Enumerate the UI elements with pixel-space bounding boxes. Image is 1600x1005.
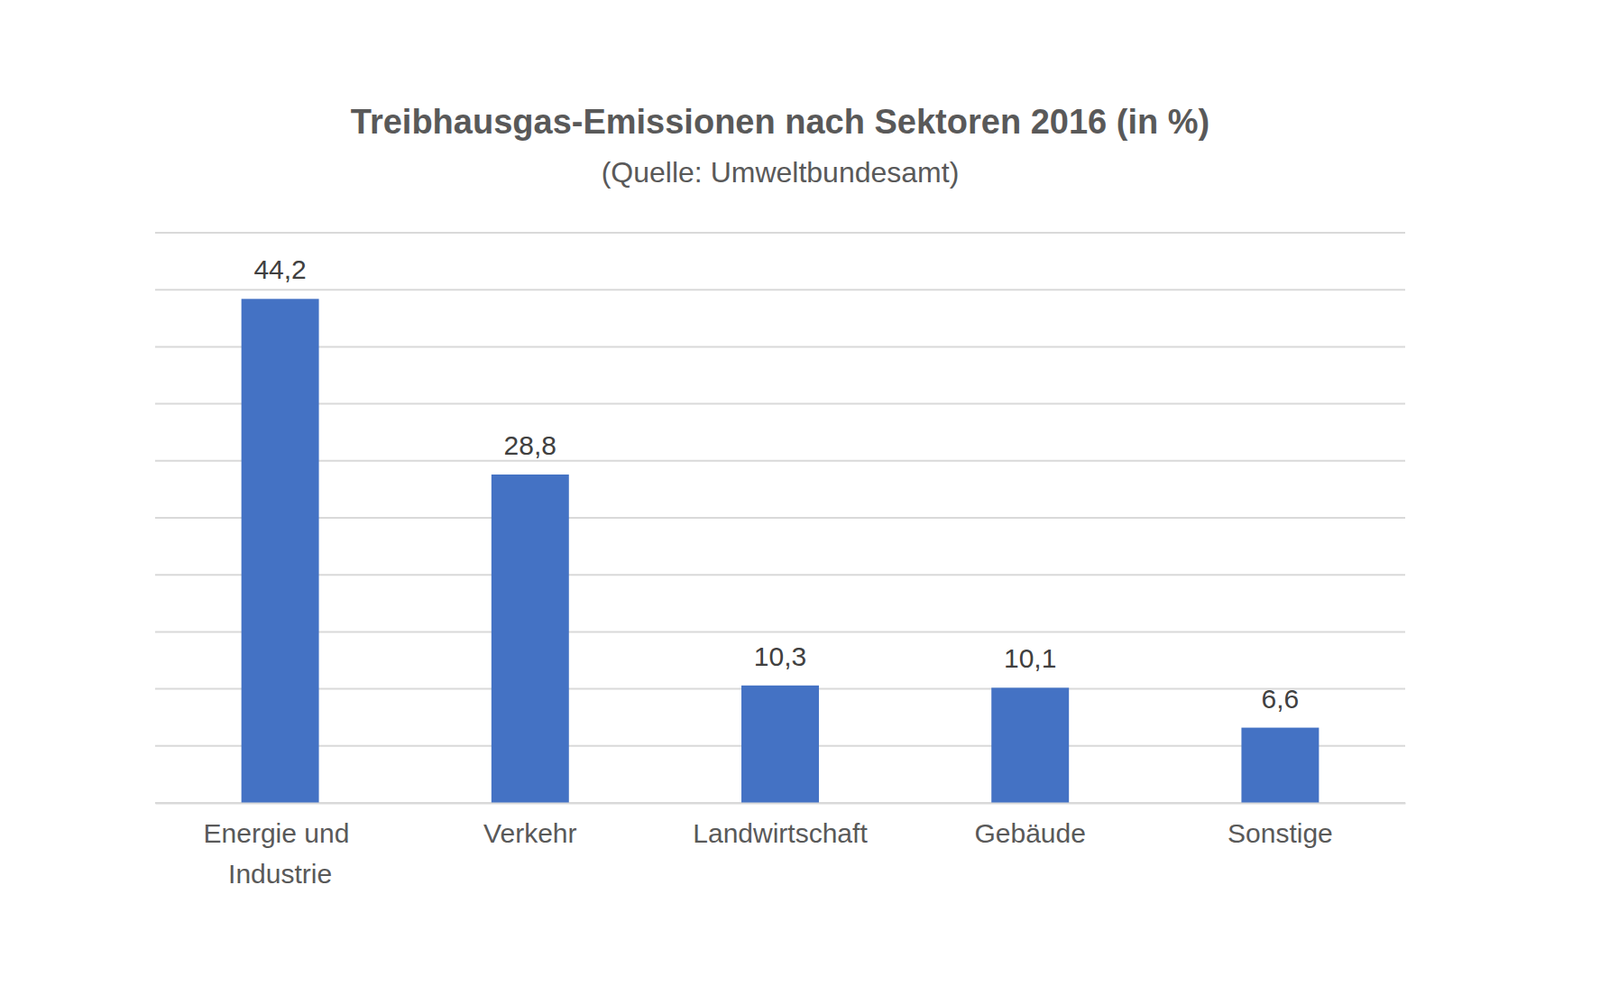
plot: Energie und Industrie Verkehr Landwirtscha… — [155, 232, 1407, 889]
x-tick: Landwirtschaft — [692, 802, 868, 848]
subtitle: (Quelle: Umweltbundesamt) — [601, 156, 960, 189]
bar — [241, 298, 320, 803]
x-tick-label-line: Verkehr — [483, 818, 577, 848]
bars — [241, 298, 1320, 803]
data-labels: 44,2 28,8 10,3 10,1 6,6 — [253, 254, 1299, 713]
title: Treibhausgas-Emissionen nach Sektoren 20… — [350, 102, 1210, 141]
grid-line — [155, 516, 1406, 519]
y-axis — [155, 233, 157, 804]
x-tick: Verkehr — [483, 802, 577, 848]
x-tick-label: Landwirtschaft — [692, 818, 868, 848]
x-tick-label: Sonstige — [1227, 818, 1334, 848]
bar — [991, 687, 1069, 803]
chart: Treibhausgas-Emissionen nach Sektoren 20… — [0, 0, 1600, 1005]
x-tick: Energie und Industrie — [203, 802, 358, 889]
x-axis-line — [156, 802, 1407, 805]
data-label: 44,2 — [253, 254, 306, 285]
y-axis-line — [155, 233, 157, 804]
x-tick: Sonstige — [1227, 802, 1334, 848]
x-tick-label: Energie und Industrie — [203, 818, 358, 889]
grid-line — [155, 345, 1406, 348]
grid-line — [155, 573, 1406, 576]
bar — [1241, 727, 1319, 803]
grid-line — [155, 231, 1406, 234]
x-tick: Gebäude — [974, 802, 1086, 848]
grid-line — [155, 403, 1406, 405]
x-tick-label-line: Energie und — [203, 818, 358, 848]
grid-line — [155, 459, 1406, 462]
data-label: 28,8 — [504, 430, 557, 460]
x-tick-label-line: Industrie — [228, 858, 332, 889]
background — [0, 0, 1600, 1005]
x-tick-label: Gebäude — [974, 818, 1086, 848]
x-tick-label-line: Sonstige — [1227, 818, 1334, 848]
data-label: 6,6 — [1261, 683, 1300, 714]
bar — [741, 685, 819, 803]
grid — [155, 232, 1406, 803]
bar — [491, 474, 570, 803]
x-tick-label-line: Landwirtschaft — [692, 818, 868, 848]
data-label: 10,3 — [754, 641, 807, 672]
data-label: 10,1 — [1003, 643, 1057, 673]
grid-line — [155, 288, 1406, 291]
x-tick-label-line: Gebäude — [974, 818, 1086, 848]
x-axis: Energie und Industrie Verkehr Landwirtscha… — [156, 802, 1407, 889]
grid-line — [155, 630, 1406, 633]
x-tick-label: Verkehr — [483, 818, 577, 848]
